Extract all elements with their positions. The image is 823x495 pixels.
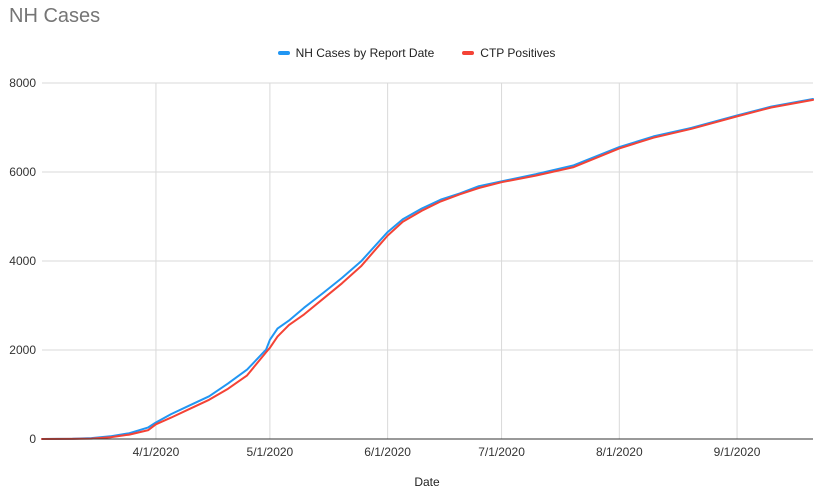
x-tick-label: 5/1/2020 [247,445,294,459]
y-tick-label: 2000 [9,343,36,357]
x-axis-label: Date [414,475,440,489]
x-tick-label: 9/1/2020 [714,445,761,459]
x-tick-label: 7/1/2020 [478,445,525,459]
y-tick-label: 4000 [9,254,36,268]
legend: NH Cases by Report Date CTP Positives [0,44,823,62]
series-line-1 [41,98,814,440]
series-line-0 [41,98,814,440]
y-tick-label: 6000 [9,165,36,179]
x-tick-label: 8/1/2020 [596,445,643,459]
series-lines [41,98,814,440]
legend-swatch-report-date [277,51,290,55]
legend-label-ctp-positives: CTP Positives [480,46,556,60]
x-tick-label: 4/1/2020 [133,445,180,459]
y-tick-label: 8000 [9,76,36,90]
legend-item-report-date[interactable]: NH Cases by Report Date [268,46,435,60]
legend-swatch-ctp-positives [462,51,475,55]
legend-item-ctp-positives[interactable]: CTP Positives [452,46,555,60]
legend-label-report-date: NH Cases by Report Date [295,46,435,60]
gridlines [42,82,813,439]
chart-title: NH Cases [9,5,101,27]
axes: 0 2000 4000 6000 8000 4/1/2020 5/1/2020 6/1/202… [9,76,813,459]
y-tick-label: 0 [29,432,36,446]
x-tick-label: 6/1/2020 [364,445,411,459]
